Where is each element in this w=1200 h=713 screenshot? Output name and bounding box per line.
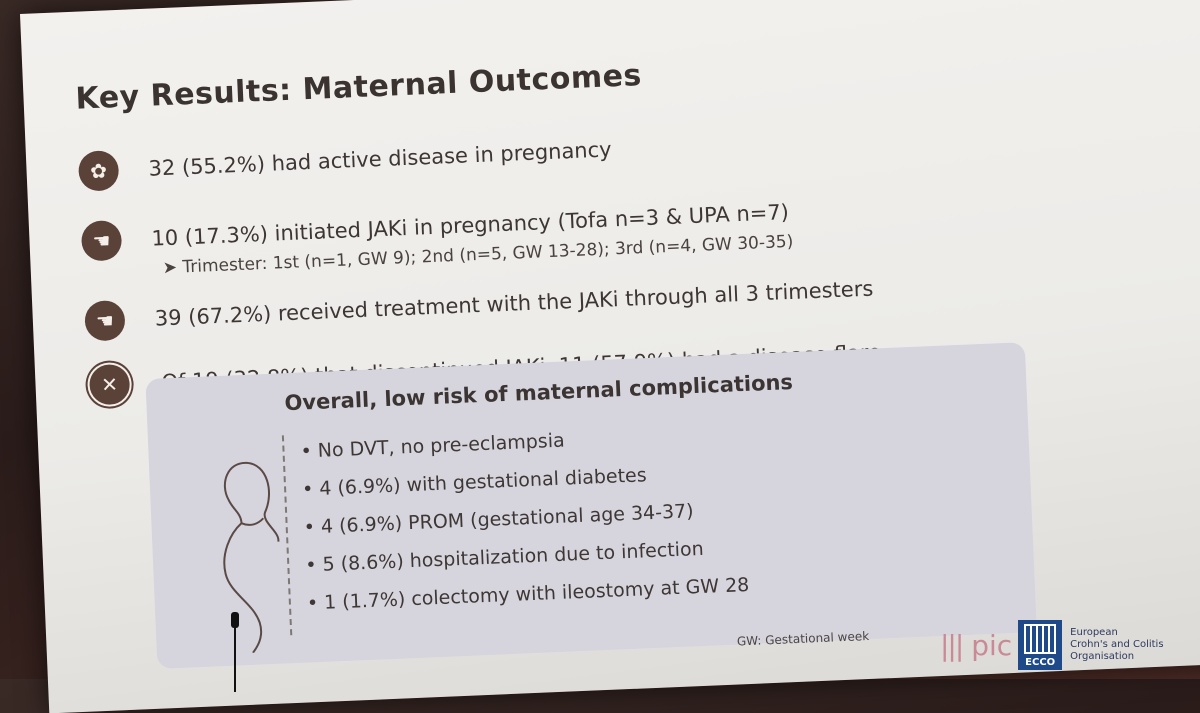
list-item: • 1 (1.7%) colectomy with ileostomy at G… bbox=[306, 573, 750, 615]
ecco-grid-icon bbox=[1024, 624, 1057, 654]
panel-title: Overall, low risk of maternal complicati… bbox=[284, 369, 794, 416]
complications-panel: Overall, low risk of maternal complicati… bbox=[145, 342, 1037, 669]
result-item: ✿ 32 (55.2%) had active disease in pregn… bbox=[77, 129, 613, 192]
list-item: • 5 (8.6%) hospitalization due to infect… bbox=[304, 537, 705, 577]
microphone-icon bbox=[231, 612, 239, 692]
pill-hand-icon: ☚ bbox=[84, 299, 126, 342]
organisation-name: European Crohn's and Colitis Organisatio… bbox=[1070, 627, 1164, 662]
list-item: • 4 (6.9%) PROM (gestational age 34-37) bbox=[303, 500, 694, 539]
pill-hand-icon: ☚ bbox=[80, 219, 123, 262]
result-text: 39 (67.2%) received treatment with the J… bbox=[154, 276, 874, 331]
result-text: 32 (55.2%) had active disease in pregnan… bbox=[148, 137, 613, 181]
result-item: ☚ 39 (67.2%) received treatment with the… bbox=[84, 269, 874, 342]
cells-icon: ✿ bbox=[77, 150, 120, 192]
ecco-logo: ECCO bbox=[1018, 620, 1063, 670]
list-item: • No DVT, no pre-eclampsia bbox=[300, 429, 566, 463]
pregnant-woman-icon bbox=[223, 461, 280, 654]
logo-group: ||| pic ECCO European Crohn's and Coliti… bbox=[940, 620, 1164, 670]
slide-title: Key Results: Maternal Outcomes bbox=[74, 58, 643, 117]
list-item: • 4 (6.9%) with gestational diabetes bbox=[301, 464, 648, 501]
pic-logo: ||| pic bbox=[940, 628, 1013, 662]
arrow-icon: ➤ bbox=[162, 257, 183, 279]
presentation-slide: Key Results: Maternal Outcomes ✿ 32 (55.… bbox=[20, 0, 1200, 713]
x-circle-icon: ✕ bbox=[86, 361, 133, 408]
